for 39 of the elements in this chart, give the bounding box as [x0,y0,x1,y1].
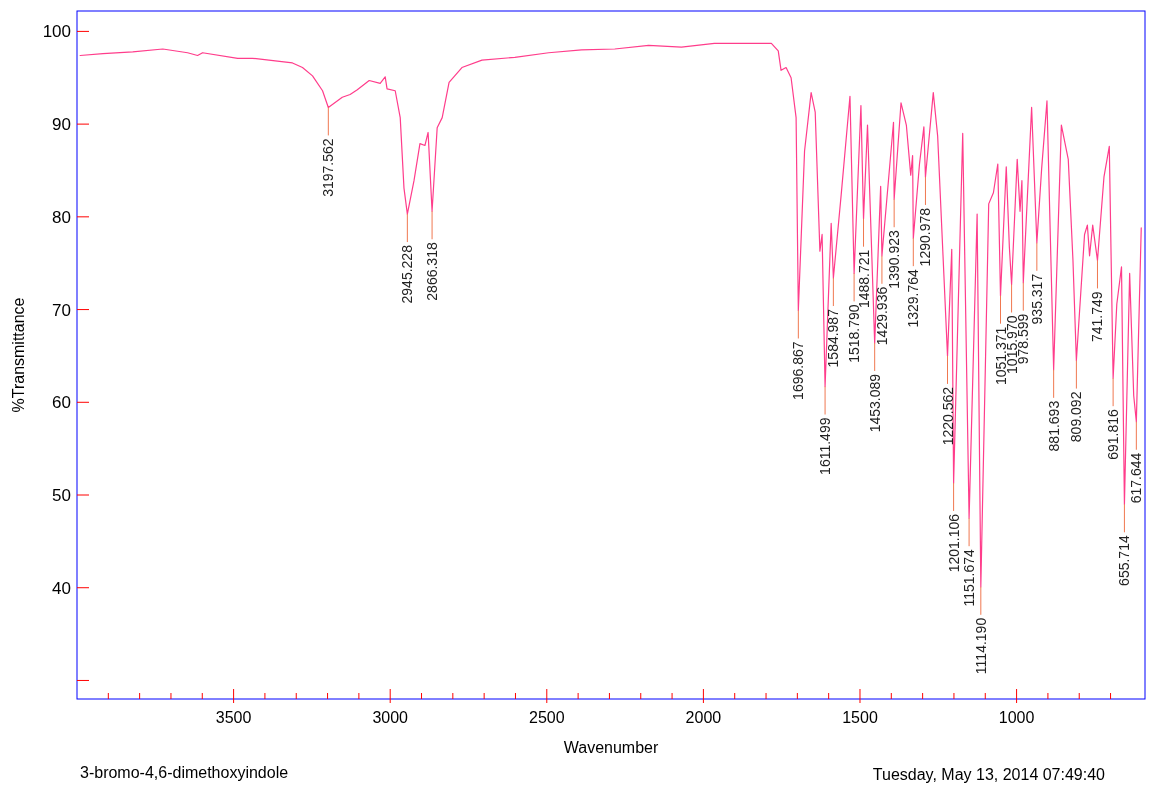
annotation: 691.816 [1105,408,1122,460]
annotation: 809.092 [1068,391,1085,443]
y-tick-label: 50 [52,486,71,506]
x-tick-label: 2500 [529,709,565,726]
text: 3-bromo-4,6-dimethoxyindole [80,764,289,781]
annotation: 1329.764 [905,268,922,328]
x-tick-label: 1500 [842,709,878,726]
annotation: 1611.499 [817,417,834,475]
y-axis-title: %Transmittance [10,297,27,413]
annotation: 655.714 [1116,535,1133,586]
annotation: 1390.923 [886,230,903,289]
y-tick-label: 70 [52,300,71,320]
annotation: 1696.867 [790,341,807,400]
annotation: 741.749 [1089,291,1106,343]
text: Tuesday, May 13, 2014 07:49:40 [872,766,1106,783]
annotation: 935.317 [1028,273,1045,325]
annotation: 3197.562 [320,138,337,197]
annotation: 1453.089 [866,373,883,433]
annotation: 1429.936 [873,286,890,346]
y-tick-label: 80 [52,207,71,227]
x-tick-label: 1000 [998,709,1035,726]
y-tick-label: 40 [52,578,71,598]
annotation: 2945.228 [399,244,416,304]
x-axis-title: Wavenumber [563,739,659,756]
y-tick-label: 90 [52,115,71,135]
x-tick-label: 3500 [215,709,252,726]
annotation: 1584.987 [825,308,842,368]
annotation: 1290.978 [917,207,934,267]
annotation: 1151.674 [961,548,978,607]
y-tick-label: 100 [42,22,71,42]
annotation: 1201.106 [945,513,962,573]
annotation: 881.693 [1045,400,1062,452]
x-tick-label: 2000 [685,709,722,726]
annotation: 1220.562 [939,386,956,446]
annotation: 2866.318 [424,242,441,301]
x-tick-label: 3000 [372,709,409,726]
y-tick-label: 60 [52,393,71,413]
annotation: 1114.190 [972,617,989,675]
annotation: 617.644 [1128,452,1145,504]
